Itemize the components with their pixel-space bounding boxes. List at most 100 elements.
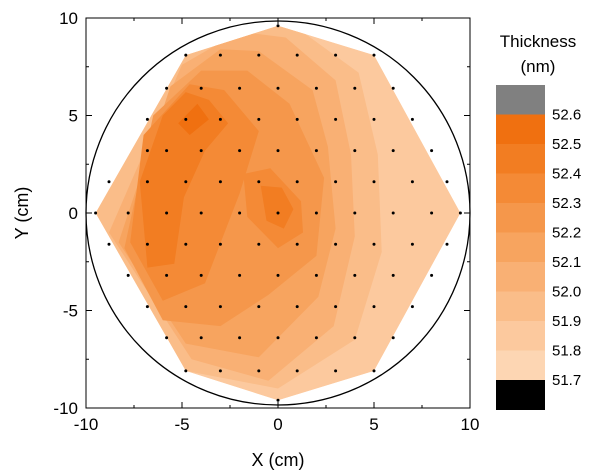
measurement-point xyxy=(295,305,299,309)
measurement-point xyxy=(391,336,395,340)
colorbar-swatch xyxy=(496,262,545,292)
measurement-point xyxy=(334,117,338,121)
x-axis-title: X (cm) xyxy=(252,450,305,470)
measurement-point xyxy=(184,242,188,246)
measurement-point xyxy=(126,273,130,277)
measurement-points xyxy=(94,24,462,402)
measurement-point xyxy=(295,369,299,373)
measurement-point xyxy=(372,53,376,57)
y-tick-label: 5 xyxy=(69,107,78,126)
measurement-point xyxy=(184,53,188,57)
measurement-point xyxy=(184,117,188,121)
measurement-point xyxy=(458,211,462,215)
measurement-point xyxy=(276,273,280,277)
measurement-point xyxy=(199,86,203,90)
measurement-point xyxy=(257,369,261,373)
measurement-point xyxy=(372,369,376,373)
measurement-point xyxy=(199,273,203,277)
measurement-point xyxy=(218,180,222,184)
measurement-point xyxy=(94,211,98,215)
colorbar-label: 52.6 xyxy=(552,107,581,124)
measurement-point xyxy=(353,336,357,340)
measurement-point xyxy=(334,369,338,373)
colorbar-swatch xyxy=(496,321,545,351)
measurement-point xyxy=(372,180,376,184)
measurement-point xyxy=(334,180,338,184)
measurement-point xyxy=(145,117,149,121)
measurement-point xyxy=(295,242,299,246)
measurement-point xyxy=(257,53,261,57)
measurement-point xyxy=(445,242,449,246)
measurement-point xyxy=(372,117,376,121)
measurement-point xyxy=(410,242,414,246)
measurement-point xyxy=(165,273,169,277)
measurement-point xyxy=(410,117,414,121)
measurement-point xyxy=(353,86,357,90)
measurement-point xyxy=(107,242,111,246)
colorbar-title-line-2: (nm) xyxy=(521,57,556,76)
measurement-point xyxy=(314,149,318,153)
measurement-point xyxy=(107,180,111,184)
colorbar-label: 51.7 xyxy=(552,372,581,389)
measurement-point xyxy=(430,211,434,215)
measurement-point xyxy=(165,336,169,340)
colorbar-label: 52.4 xyxy=(552,166,581,183)
measurement-point xyxy=(218,305,222,309)
measurement-point xyxy=(314,211,318,215)
measurement-point xyxy=(314,273,318,277)
colorbar-swatch xyxy=(496,173,545,204)
measurement-point xyxy=(353,149,357,153)
colorbar-title-line-1: Thickness xyxy=(500,32,577,51)
measurement-point xyxy=(218,369,222,373)
measurement-point xyxy=(334,305,338,309)
measurement-point xyxy=(257,117,261,121)
measurement-point xyxy=(391,86,395,90)
y-tick-label: 0 xyxy=(69,204,78,223)
measurement-point xyxy=(145,242,149,246)
measurement-point xyxy=(391,273,395,277)
measurement-point xyxy=(145,149,149,153)
contour-region xyxy=(178,103,209,135)
measurement-point xyxy=(165,86,169,90)
x-tick-label: -10 xyxy=(74,415,99,434)
y-tick-label: 10 xyxy=(59,9,78,28)
measurement-point xyxy=(238,336,242,340)
measurement-point xyxy=(445,180,449,184)
measurement-point xyxy=(410,305,414,309)
measurement-point xyxy=(184,369,188,373)
measurement-point xyxy=(276,24,280,28)
plot-area xyxy=(85,20,471,406)
colorbar-swatch xyxy=(496,114,545,145)
measurement-point xyxy=(391,149,395,153)
measurement-point xyxy=(276,211,280,215)
measurement-point xyxy=(257,242,261,246)
colorbar-swatch xyxy=(496,232,545,263)
measurement-point xyxy=(430,273,434,277)
measurement-point xyxy=(295,117,299,121)
colorbar-swatch xyxy=(496,291,545,322)
colorbar-label: 51.9 xyxy=(552,313,581,330)
measurement-point xyxy=(218,53,222,57)
measurement-point xyxy=(410,180,414,184)
measurement-point xyxy=(276,86,280,90)
measurement-point xyxy=(199,336,203,340)
measurement-point xyxy=(184,305,188,309)
measurement-point xyxy=(257,180,261,184)
x-tick-label: -5 xyxy=(174,415,189,434)
measurement-point xyxy=(391,211,395,215)
y-tick-label: -10 xyxy=(53,399,78,418)
measurement-point xyxy=(334,53,338,57)
contour-region xyxy=(260,185,294,229)
y-axis-title: Y (cm) xyxy=(12,187,32,240)
measurement-point xyxy=(257,305,261,309)
measurement-point xyxy=(199,211,203,215)
measurement-point xyxy=(276,149,280,153)
measurement-point xyxy=(218,117,222,121)
measurement-point xyxy=(165,149,169,153)
colorbar-label: 52.3 xyxy=(552,195,581,212)
measurement-point xyxy=(334,242,338,246)
measurement-point xyxy=(238,211,242,215)
colorbar-swatch xyxy=(496,144,545,174)
y-tick-label: -5 xyxy=(63,302,78,321)
